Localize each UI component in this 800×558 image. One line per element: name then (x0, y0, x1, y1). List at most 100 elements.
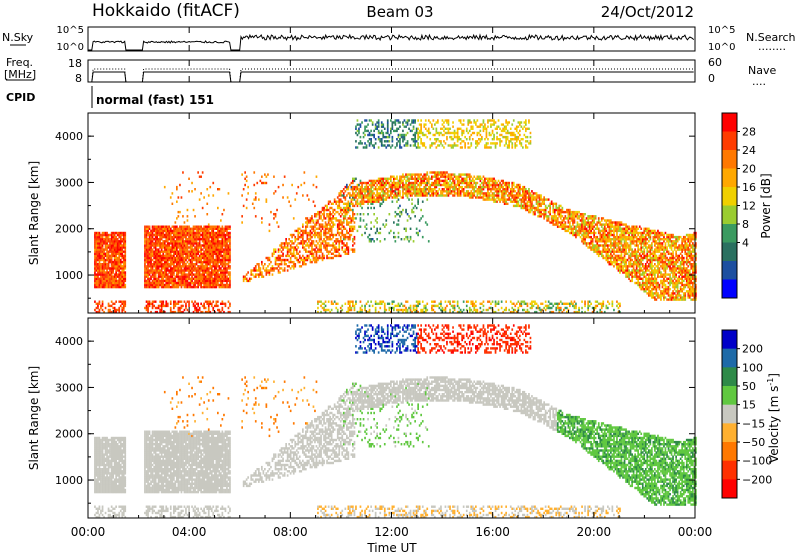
power-cell (443, 180, 445, 182)
power-cell (219, 230, 221, 232)
power-cell (313, 242, 315, 244)
power-cell (124, 255, 126, 257)
power-cell (340, 198, 342, 200)
power-cell (191, 230, 193, 232)
power-cell (448, 190, 450, 192)
power-cell (349, 205, 351, 207)
power-cell (155, 248, 157, 250)
power-cell (175, 305, 177, 307)
power-cell (178, 278, 180, 280)
power-cell (223, 238, 225, 240)
power-cell (322, 242, 324, 244)
power-cell (316, 223, 318, 225)
power-cell (214, 238, 216, 240)
power-cell (429, 188, 431, 190)
power-cell (390, 176, 392, 178)
power-cell (308, 251, 310, 253)
power-cell (345, 236, 347, 238)
power-cell (287, 242, 289, 244)
power-cell (208, 263, 210, 265)
power-cell (176, 244, 178, 246)
power-cell (346, 242, 348, 244)
power-cell (118, 248, 120, 250)
power-cell (349, 194, 351, 196)
power-cell (191, 280, 193, 282)
power-cell (458, 188, 460, 190)
power-cell (105, 242, 107, 244)
power-cell (451, 182, 453, 184)
power-cell (99, 248, 101, 250)
power-cell (152, 280, 154, 282)
power-cell (423, 144, 425, 146)
power-cell (121, 265, 123, 267)
power-cell (281, 261, 283, 263)
power-cell (168, 226, 170, 228)
power-cell (405, 121, 407, 123)
power-cell (414, 132, 416, 134)
power-cell (370, 192, 372, 194)
power-cell (381, 180, 383, 182)
power-cell (470, 121, 472, 123)
power-cell (123, 232, 125, 234)
power-cell (114, 303, 116, 305)
power-cell (390, 132, 392, 134)
power-cell (337, 309, 339, 311)
power-cell (203, 278, 205, 280)
power-cell (181, 278, 183, 280)
power-cell (196, 242, 198, 244)
power-cell (150, 265, 152, 267)
power-cell (187, 248, 189, 250)
power-cell (156, 257, 158, 259)
power-cell (108, 271, 110, 273)
power-cell (206, 263, 208, 265)
power-cell (100, 280, 102, 282)
power-cell (495, 180, 497, 182)
power-cell (178, 238, 180, 240)
power-cell (222, 261, 224, 263)
power-cell (200, 228, 202, 230)
power-cell (448, 119, 450, 121)
power-cell (473, 180, 475, 182)
power-cell (379, 132, 381, 134)
power-cell (304, 248, 306, 250)
power-cell (194, 188, 196, 190)
power-cell (429, 138, 431, 140)
power-cell (182, 171, 184, 173)
power-cell (226, 240, 228, 242)
power-cell (170, 228, 172, 230)
power-cell (334, 255, 336, 257)
power-cell (413, 173, 415, 175)
power-cell (278, 269, 280, 271)
power-cell (184, 263, 186, 265)
power-cell (278, 263, 280, 265)
power-cell (366, 194, 368, 196)
power-cell (200, 253, 202, 255)
power-cell (419, 230, 421, 232)
power-cell (249, 278, 251, 280)
power-cell (190, 273, 192, 275)
power-cell (103, 242, 105, 244)
power-cell (188, 255, 190, 257)
power-cell (170, 236, 172, 238)
power-cell (419, 132, 421, 134)
power-cell (146, 273, 148, 275)
power-cell (200, 234, 202, 236)
power-cell (108, 240, 110, 242)
power-cell (288, 201, 290, 203)
power-cell (396, 142, 398, 144)
power-cell (440, 301, 442, 303)
power-cell (199, 276, 201, 278)
power-cell (99, 286, 101, 288)
power-cell (407, 188, 409, 190)
power-cell (431, 123, 433, 125)
power-cell (401, 146, 403, 148)
power-cell (203, 282, 205, 284)
power-cell (376, 198, 378, 200)
power-cell (345, 190, 347, 192)
power-cell (229, 265, 231, 267)
power-cell (158, 244, 160, 246)
power-cell (320, 238, 322, 240)
power-cell (97, 263, 99, 265)
power-cell (420, 138, 422, 140)
power-cell (179, 232, 181, 234)
